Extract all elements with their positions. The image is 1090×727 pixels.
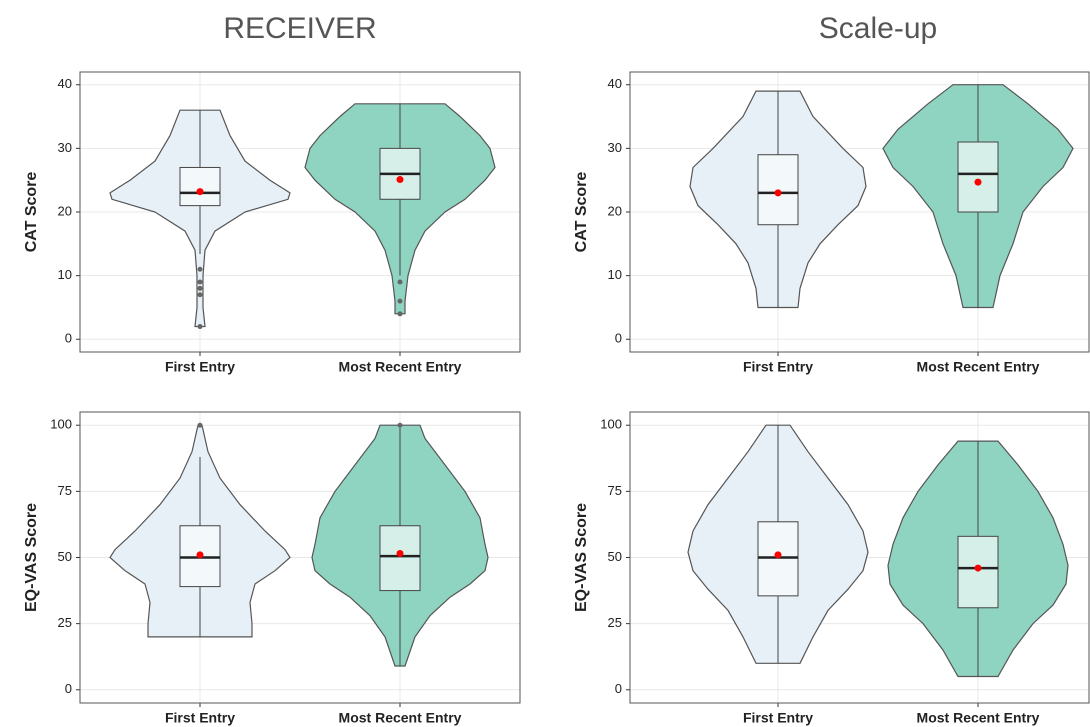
y-axis-label: CAT Score xyxy=(573,172,590,253)
outlier xyxy=(197,266,203,272)
y-tick-label: 0 xyxy=(615,681,622,696)
y-tick-label: 100 xyxy=(600,417,622,432)
mean xyxy=(196,551,204,559)
y-tick-label: 0 xyxy=(615,331,622,346)
outlier xyxy=(197,292,203,298)
y-tick-label: 0 xyxy=(65,331,72,346)
x-tick-label: First Entry xyxy=(165,710,235,726)
y-tick-label: 100 xyxy=(50,417,72,432)
outlier xyxy=(197,324,203,330)
y-tick-label: 25 xyxy=(58,615,72,630)
y-tick-label: 30 xyxy=(608,140,622,155)
y-tick-label: 40 xyxy=(608,76,622,91)
y-tick-label: 50 xyxy=(608,549,622,564)
mean xyxy=(396,176,404,184)
y-tick-label: 10 xyxy=(608,267,622,282)
mean xyxy=(196,188,204,196)
mean xyxy=(974,564,982,572)
box xyxy=(179,166,221,207)
outlier xyxy=(197,285,203,291)
mean xyxy=(396,550,404,558)
panel-title: RECEIVER xyxy=(223,12,376,45)
mean xyxy=(774,551,782,559)
box xyxy=(757,154,799,226)
x-tick-label: Most Recent Entry xyxy=(339,710,462,726)
outlier xyxy=(397,311,403,317)
y-tick-label: 25 xyxy=(608,615,622,630)
y-tick-label: 10 xyxy=(58,267,72,282)
x-tick-label: First Entry xyxy=(165,359,235,375)
y-axis-label: EQ-VAS Score xyxy=(573,503,590,612)
y-tick-label: 30 xyxy=(58,140,72,155)
x-tick-label: Most Recent Entry xyxy=(917,359,1040,375)
x-tick-label: Most Recent Entry xyxy=(339,359,462,375)
plot-border xyxy=(629,411,1090,704)
y-tick-label: 75 xyxy=(608,483,622,498)
y-tick-label: 40 xyxy=(58,76,72,91)
x-tick-label: First Entry xyxy=(743,710,813,726)
plot-border xyxy=(629,71,1090,353)
plot-border xyxy=(79,411,521,704)
outlier xyxy=(197,279,203,285)
y-tick-label: 20 xyxy=(608,203,622,218)
y-tick-label: 75 xyxy=(58,483,72,498)
x-tick-label: Most Recent Entry xyxy=(917,710,1040,726)
box xyxy=(957,141,999,213)
mean xyxy=(774,189,782,197)
outlier xyxy=(397,279,403,285)
x-tick-label: First Entry xyxy=(743,359,813,375)
outlier xyxy=(397,298,403,304)
y-tick-label: 20 xyxy=(58,203,72,218)
y-tick-label: 50 xyxy=(58,549,72,564)
plot-border xyxy=(79,71,521,353)
y-axis-label: CAT Score xyxy=(23,172,40,253)
outlier xyxy=(197,422,203,428)
box xyxy=(957,535,999,609)
y-tick-label: 0 xyxy=(65,681,72,696)
panel-title: Scale-up xyxy=(819,12,937,45)
box xyxy=(757,521,799,597)
outlier xyxy=(397,422,403,428)
box xyxy=(379,525,421,592)
y-axis-label: EQ-VAS Score xyxy=(23,503,40,612)
mean xyxy=(974,178,982,186)
